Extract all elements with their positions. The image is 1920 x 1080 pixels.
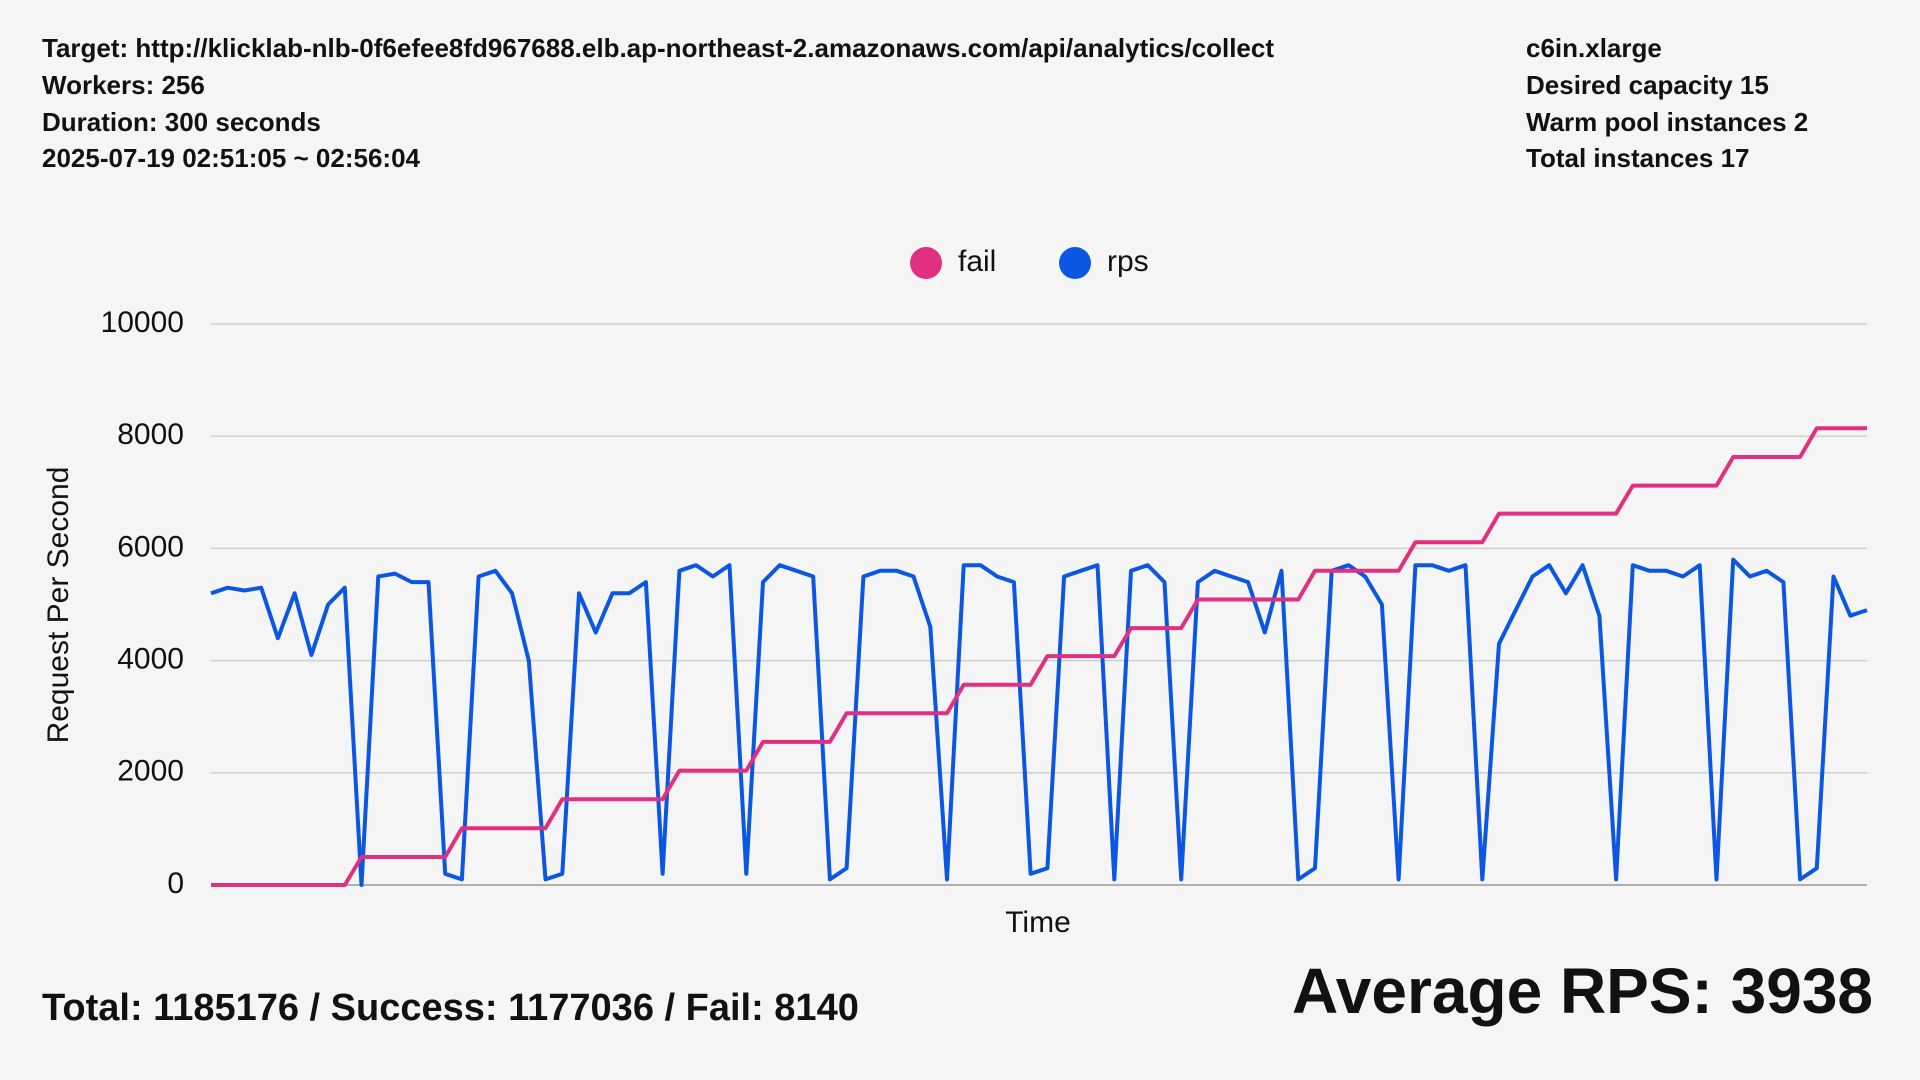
y-tick-label: 0 xyxy=(167,867,184,900)
legend-marker xyxy=(910,247,942,279)
y-tick-label: 4000 xyxy=(117,643,184,676)
instance-type: c6in.xlarge xyxy=(1526,33,1662,63)
legend-marker xyxy=(1059,247,1091,279)
summary-totals: Total: 1185176 / Success: 1177036 / Fail… xyxy=(42,987,859,1029)
instance-total: Total instances 17 xyxy=(1526,143,1750,173)
instance-warm-pool: Warm pool instances 2 xyxy=(1526,107,1808,137)
y-tick-label: 10000 xyxy=(101,306,184,339)
series-line xyxy=(211,426,1867,887)
instance-desired: Desired capacity 15 xyxy=(1526,70,1769,100)
y-axis-title: Request Per Second xyxy=(42,467,75,744)
series-line xyxy=(210,557,1868,887)
summary-average: Average RPS: 3938 xyxy=(1292,955,1873,1027)
legend-label: rps xyxy=(1107,245,1149,278)
header-time-range: 2025-07-19 02:51:05 ~ 02:56:04 xyxy=(42,143,421,173)
y-tick-label: 2000 xyxy=(117,755,184,788)
header-duration: Duration: 300 seconds xyxy=(42,107,321,137)
x-axis-title: Time xyxy=(1005,906,1071,939)
legend-label: fail xyxy=(958,245,996,278)
header-workers: Workers: 256 xyxy=(42,70,205,100)
y-tick-label: 8000 xyxy=(117,418,184,451)
header-target: Target: http://klicklab-nlb-0f6efee8fd96… xyxy=(42,33,1274,63)
y-tick-label: 6000 xyxy=(117,530,184,563)
